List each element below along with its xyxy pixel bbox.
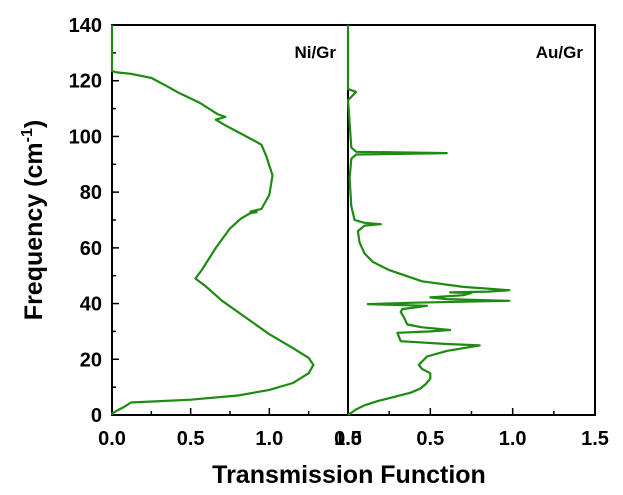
y-axis: 0 20 40 60 80 100 120 140 (69, 15, 119, 427)
transmission-curve (346, 25, 511, 416)
x-tick-label: 1.5 (334, 428, 362, 450)
y-tick-label: 140 (69, 15, 102, 37)
y-axis-title-close: ) (20, 120, 48, 128)
plot-frame (347, 24, 596, 416)
y-tick-label: 100 (69, 126, 102, 148)
panel-ni-gr: 0.0 0.5 1.0 1.5 Ni/Gr (98, 24, 362, 450)
x-tick-label: 0.0 (334, 428, 362, 450)
x-tick-label: 1.0 (499, 428, 527, 450)
plot-frame (111, 24, 349, 416)
y-tick-label: 60 (80, 238, 102, 260)
x-tick-label: 0.5 (177, 428, 205, 450)
y-tick-label: 120 (69, 71, 102, 93)
y-tick-label: 80 (80, 182, 102, 204)
panel-au-gr: 0.0 0.5 1.0 1.5 Au/Gr (334, 24, 609, 450)
panel-label: Ni/Gr (294, 43, 336, 62)
x-tick-label: 0.0 (98, 428, 126, 450)
x-tick-label: 1.5 (581, 428, 609, 450)
transmission-curve (110, 25, 315, 415)
y-tick-label: 40 (80, 294, 102, 316)
x-tick-label: 0.5 (416, 428, 444, 450)
panel-label: Au/Gr (536, 43, 584, 62)
y-axis-title: Frequency (cm-1) (19, 120, 48, 320)
y-axis-title-main: Frequency (cm (20, 142, 48, 320)
y-tick-label: 0 (91, 405, 102, 427)
x-axis-title: Transmission Function (212, 461, 486, 489)
x-tick-label: 1.0 (255, 428, 283, 450)
y-tick-label: 20 (80, 349, 102, 371)
y-axis-title-sup: -1 (19, 128, 36, 142)
